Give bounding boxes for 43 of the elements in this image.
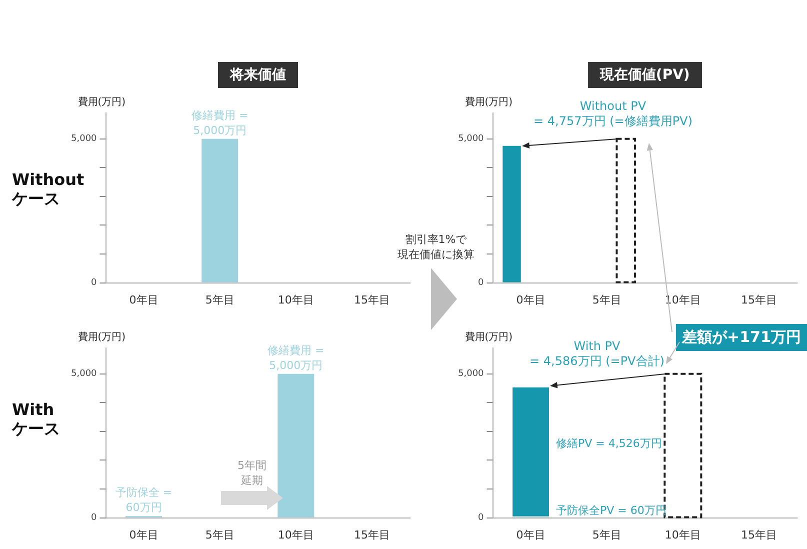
annotation: 5年間 <box>238 458 266 473</box>
y-tick-label: 5,000 <box>71 134 98 144</box>
text: Without ケース <box>12 170 84 210</box>
annotation: 予防保全PV = 60万円 <box>556 503 666 518</box>
y-tick-label: 5,000 <box>71 369 98 380</box>
x-tick-label: 0年目 <box>516 528 546 542</box>
y-axis-title: 費用(万円) <box>464 96 513 109</box>
x-tick-label: 0年目 <box>129 528 158 542</box>
x-tick-label: 15年目 <box>354 528 390 542</box>
y-tick-label: 0 <box>478 278 484 288</box>
y-tick-label: 0 <box>478 513 484 524</box>
x-tick-label: 0年目 <box>129 293 158 306</box>
text: With ケース <box>12 400 60 440</box>
x-tick-label: 10年目 <box>278 293 314 306</box>
y-axis-title: 費用(万円) <box>78 96 126 109</box>
x-tick-label: 10年目 <box>278 528 314 542</box>
annotation: Without PV = 4,757万円 (=修繕費用PV) <box>534 99 692 130</box>
y-tick-label: 0 <box>91 513 98 524</box>
y-tick-label: 5,000 <box>458 134 484 144</box>
x-tick-label: 15年目 <box>740 528 777 542</box>
annotation: 割引率1%で <box>405 232 467 247</box>
chart-title: 現在価値(PV) <box>588 62 702 88</box>
chart-title: 将来価値 <box>218 62 298 88</box>
x-tick-label: 5年目 <box>592 528 622 542</box>
annotation: 修繕PV = 4,526万円 <box>556 436 662 451</box>
x-tick-label: 5年目 <box>205 293 234 306</box>
y-tick-label: 0 <box>91 278 98 288</box>
data-label: 予防保全 = 60万円 <box>115 486 172 514</box>
annotation: 延期 <box>241 473 263 488</box>
annotation: 現在価値に換算 <box>398 247 474 262</box>
x-tick-label: 10年目 <box>664 528 701 542</box>
annotation: With PV = 4,586万円 (=PV合計) <box>530 339 664 370</box>
x-tick-label: 5年目 <box>205 528 234 542</box>
x-tick-label: 15年目 <box>354 293 390 306</box>
x-tick-label: 5年目 <box>592 293 622 306</box>
data-label: 修繕費用 = 5,000万円 <box>268 344 324 372</box>
data-label: 修繕費用 = 5,000万円 <box>191 108 248 137</box>
y-axis-title: 費用(万円) <box>464 330 513 344</box>
x-tick-label: 0年目 <box>516 293 546 306</box>
y-tick-label: 5,000 <box>458 369 484 380</box>
text: 差額が+171万円 <box>676 324 807 351</box>
x-tick-label: 15年目 <box>740 293 777 306</box>
y-axis-title: 費用(万円) <box>78 330 126 344</box>
